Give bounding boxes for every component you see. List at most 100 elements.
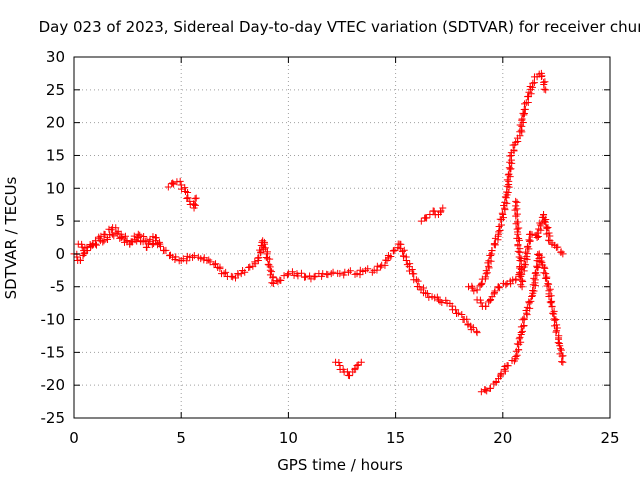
data-point [503, 188, 511, 196]
data-point [502, 281, 510, 289]
data-point [283, 271, 291, 279]
data-point [398, 247, 406, 255]
data-point [513, 198, 521, 206]
data-point [518, 276, 526, 284]
x-tick-label: 0 [69, 429, 79, 447]
data-point [364, 265, 372, 273]
data-point [544, 224, 552, 232]
data-point [517, 257, 525, 265]
data-point [515, 236, 523, 244]
data-point [540, 85, 548, 93]
data-point [482, 302, 490, 310]
data-point [227, 272, 235, 280]
data-point [442, 296, 450, 304]
data-point [438, 299, 446, 307]
data-point [481, 275, 489, 283]
data-point [557, 248, 565, 256]
data-point [429, 207, 437, 215]
data-point [490, 240, 498, 248]
data-point [494, 232, 502, 240]
data-point [354, 361, 362, 369]
data-point [537, 257, 545, 265]
data-point [518, 283, 526, 291]
data-point [500, 214, 508, 222]
data-point [510, 147, 518, 155]
data-point [540, 269, 548, 277]
data-point [175, 257, 183, 265]
data-point [510, 357, 518, 365]
data-point [553, 321, 561, 329]
data-point [431, 211, 439, 219]
data-point [359, 268, 367, 276]
data-point [512, 212, 520, 220]
data-point [545, 229, 553, 237]
data-point [368, 268, 376, 276]
data-point [218, 270, 226, 278]
data-point [512, 202, 520, 210]
data-point [553, 327, 561, 335]
data-point [266, 255, 274, 263]
data-point [206, 258, 214, 266]
data-point [509, 276, 517, 284]
data-point [400, 246, 408, 254]
data-point [310, 273, 318, 281]
y-tick-label: -25 [41, 409, 66, 427]
data-point [490, 290, 498, 298]
data-point [547, 299, 555, 307]
data-point [486, 251, 494, 259]
data-point [397, 240, 405, 248]
data-point [550, 310, 558, 318]
data-point [528, 231, 536, 239]
data-point [501, 367, 509, 375]
data-point [423, 289, 431, 297]
x-tick-label: 20 [493, 429, 512, 447]
data-points [70, 69, 567, 396]
data-point [511, 141, 519, 149]
data-point [558, 358, 566, 366]
data-point [335, 359, 343, 367]
data-point [140, 233, 148, 241]
series-rise-to-peak [464, 69, 550, 295]
data-point [512, 275, 520, 283]
data-point [200, 254, 208, 262]
data-point [500, 365, 508, 373]
data-point [408, 266, 416, 274]
data-point [477, 299, 485, 307]
data-point [512, 220, 520, 228]
data-point [515, 335, 523, 343]
data-point [531, 269, 539, 277]
data-point [513, 134, 521, 142]
data-point [514, 228, 522, 236]
data-point [162, 246, 170, 254]
data-point [346, 267, 354, 275]
data-point [523, 311, 531, 319]
data-point [525, 236, 533, 244]
data-point [152, 234, 160, 242]
data-point [498, 209, 506, 217]
data-point [494, 283, 502, 291]
y-tick-label: -5 [50, 278, 65, 296]
data-point [505, 177, 513, 185]
data-point [549, 309, 557, 317]
data-point [343, 368, 351, 376]
data-point [268, 279, 276, 287]
y-tick-label: 30 [46, 48, 65, 66]
data-point [176, 177, 184, 185]
y-tick-label: 10 [46, 179, 65, 197]
data-point [191, 195, 199, 203]
data-point [523, 243, 531, 251]
data-point [166, 251, 174, 259]
data-point [531, 276, 539, 284]
data-point [255, 254, 263, 262]
data-point [78, 243, 86, 251]
data-point [530, 73, 538, 81]
data-point [184, 194, 192, 202]
series-spike-20.7 [511, 197, 527, 291]
data-point [525, 299, 533, 307]
data-point [556, 342, 564, 350]
data-point [259, 237, 267, 245]
data-point [519, 109, 527, 117]
data-point [412, 276, 420, 284]
data-point [513, 205, 521, 213]
data-point [136, 231, 144, 239]
